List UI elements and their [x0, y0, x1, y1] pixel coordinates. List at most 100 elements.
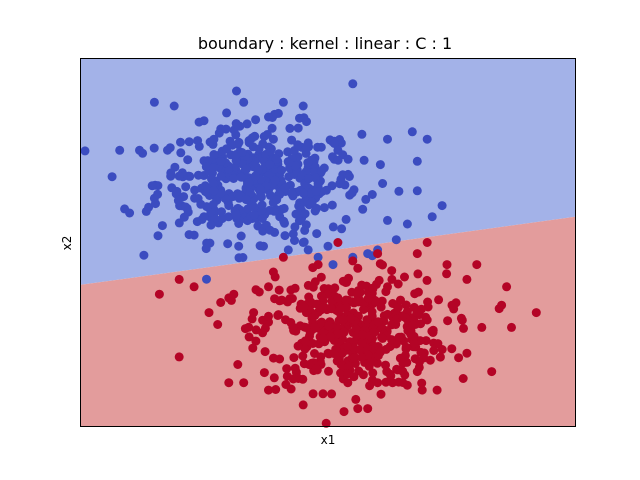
data-point [396, 295, 405, 305]
data-point [289, 353, 299, 363]
data-point [236, 172, 246, 182]
data-point [326, 303, 336, 313]
data-point [459, 323, 468, 333]
data-point [194, 141, 204, 151]
data-point [149, 97, 159, 107]
data-point [280, 231, 290, 241]
data-point [298, 101, 308, 111]
data-point [391, 235, 401, 245]
data-point [327, 200, 337, 210]
data-point [288, 229, 298, 239]
data-point [338, 315, 348, 325]
data-point [477, 322, 487, 332]
data-point [174, 274, 184, 284]
data-point [279, 203, 289, 213]
data-point [251, 336, 261, 346]
data-point [249, 210, 259, 220]
data-point [234, 241, 244, 251]
data-point [368, 368, 378, 378]
data-point [324, 321, 334, 331]
data-point [290, 283, 300, 293]
data-point [264, 112, 273, 122]
data-point [457, 315, 467, 325]
data-point [303, 138, 313, 148]
data-point [373, 317, 383, 327]
data-point [398, 358, 408, 368]
data-point [316, 272, 326, 282]
data-point [321, 418, 331, 428]
data-point [154, 289, 164, 299]
data-point [387, 274, 397, 284]
data-point [386, 371, 396, 381]
data-point [435, 352, 445, 362]
data-point [370, 296, 380, 306]
data-point [135, 145, 144, 155]
data-point [244, 322, 254, 332]
data-point [166, 168, 176, 178]
data-point [329, 139, 339, 148]
data-point [233, 360, 243, 369]
data-point [352, 296, 362, 306]
data-point [357, 352, 367, 362]
data-point [348, 79, 358, 89]
data-point [279, 216, 289, 226]
data-point [271, 154, 281, 164]
data-point [381, 377, 391, 387]
data-point [378, 260, 387, 270]
data-point [342, 341, 352, 351]
data-point [157, 221, 167, 231]
data-point [376, 302, 386, 312]
data-point [259, 241, 268, 251]
data-point [472, 260, 482, 270]
data-point [213, 320, 223, 329]
data-point [239, 97, 249, 107]
data-point [447, 344, 457, 354]
data-point [287, 135, 297, 145]
data-point [412, 367, 422, 377]
data-point [412, 156, 422, 166]
data-point [363, 404, 373, 414]
data-point [317, 166, 326, 176]
data-point [330, 283, 340, 293]
data-point [251, 115, 261, 125]
data-point [413, 269, 423, 279]
data-point [365, 381, 375, 391]
data-point [214, 128, 224, 138]
data-point [174, 352, 184, 362]
data-point [189, 282, 199, 292]
data-point [378, 179, 388, 188]
data-point [394, 332, 404, 342]
data-point [299, 188, 308, 198]
data-point [387, 320, 397, 330]
data-point [429, 346, 439, 355]
upper-decision-region [80, 58, 576, 285]
data-point [359, 305, 368, 314]
data-point [437, 201, 447, 211]
data-point [423, 297, 433, 307]
data-point [407, 127, 417, 137]
data-point [364, 293, 373, 303]
data-point [400, 272, 409, 282]
data-point [311, 186, 321, 196]
data-point [310, 322, 320, 332]
data-point [376, 389, 386, 399]
data-point [256, 184, 265, 194]
data-point [257, 200, 267, 210]
data-point [205, 238, 215, 248]
data-point [351, 394, 361, 404]
data-point [361, 194, 371, 204]
data-point [344, 172, 354, 181]
data-point [278, 252, 288, 262]
data-point [147, 181, 157, 191]
data-point [308, 389, 318, 399]
data-point [333, 293, 343, 303]
data-point [341, 214, 351, 224]
data-point [176, 137, 185, 147]
data-point [141, 206, 151, 216]
data-point [264, 385, 273, 395]
plot-frame [80, 58, 576, 427]
data-point [115, 145, 125, 155]
data-point [229, 289, 239, 299]
data-point [437, 345, 447, 354]
data-point [288, 374, 298, 384]
